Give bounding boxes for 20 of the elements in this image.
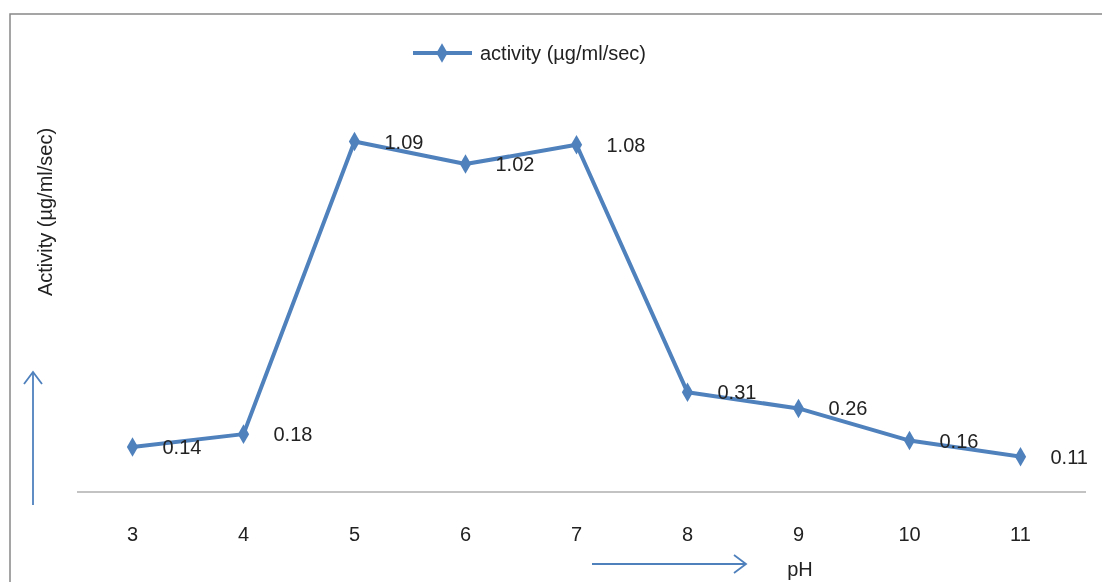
x-tick-label: 4 bbox=[237, 523, 250, 545]
data-label: 1.09 bbox=[384, 130, 424, 153]
data-label: 1.08 bbox=[606, 133, 646, 156]
x-tick-label: 9 bbox=[792, 523, 805, 545]
x-tick-label: 6 bbox=[459, 523, 472, 545]
x-tick-label: 10 bbox=[898, 523, 921, 545]
x-tick-label: 7 bbox=[570, 523, 583, 545]
data-label: 0.18 bbox=[273, 423, 313, 446]
x-tick-label: 8 bbox=[681, 523, 694, 545]
x-tick-label: 11 bbox=[1010, 523, 1031, 545]
x-tick-label: 3 bbox=[126, 523, 139, 545]
data-label: 0.11 bbox=[1050, 445, 1088, 468]
data-label: 0.31 bbox=[717, 381, 757, 404]
legend-label: activity (µg/ml/sec) bbox=[480, 42, 646, 64]
data-label: 0.16 bbox=[939, 429, 979, 452]
x-axis-title: pH bbox=[787, 558, 813, 580]
data-label: 0.26 bbox=[828, 397, 868, 420]
data-label: 1.02 bbox=[495, 153, 535, 176]
x-tick-label: 5 bbox=[348, 523, 361, 545]
y-axis-title: Activity (µg/ml/sec) bbox=[34, 127, 56, 297]
